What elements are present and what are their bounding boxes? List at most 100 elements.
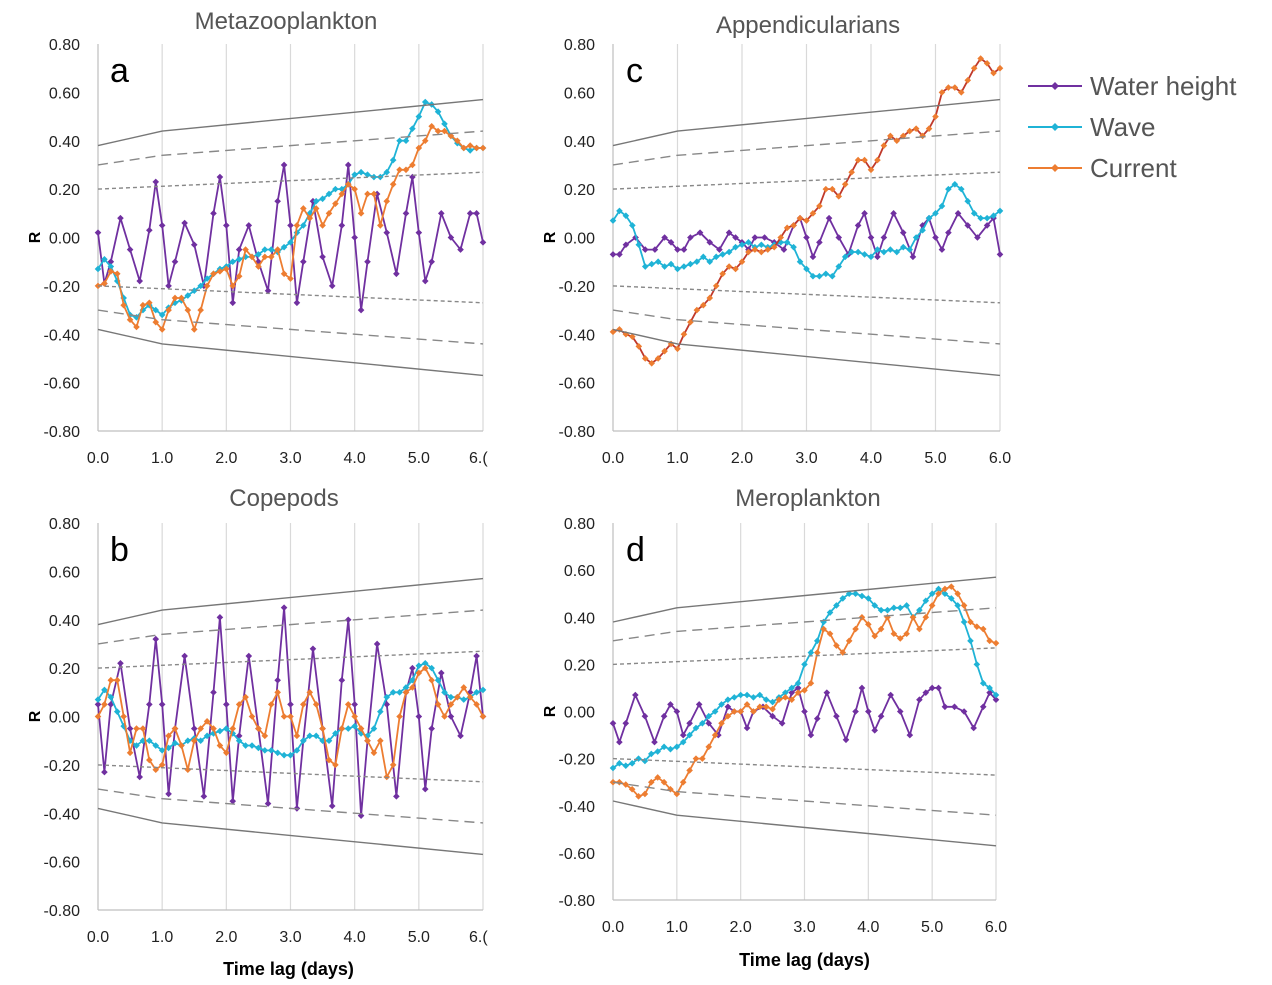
data-point	[364, 737, 371, 744]
data-point	[428, 676, 435, 684]
data-point	[880, 234, 888, 241]
data-point	[158, 326, 166, 333]
data-point	[415, 713, 423, 720]
legend-label: Wave	[1090, 112, 1156, 142]
data-point	[466, 142, 474, 149]
data-point	[751, 246, 759, 253]
data-point	[616, 207, 623, 215]
data-point	[101, 255, 108, 263]
data-point	[635, 793, 642, 800]
data-point	[402, 684, 410, 691]
data-point	[861, 251, 868, 258]
legend-label: Water height	[1090, 71, 1237, 101]
data-point	[609, 328, 617, 336]
data-point	[325, 737, 333, 744]
data-point	[730, 708, 738, 715]
data-point	[609, 778, 617, 786]
data-point	[216, 173, 224, 181]
data-point	[441, 689, 448, 696]
data-point	[712, 282, 720, 290]
data-point	[210, 270, 217, 278]
data-point	[745, 239, 752, 246]
data-point	[928, 684, 936, 692]
y-tick-label: -0.40	[44, 806, 81, 823]
data-point	[699, 755, 706, 762]
data-point	[948, 583, 955, 590]
data-point	[293, 222, 301, 229]
significance-line	[612, 285, 1001, 304]
data-point	[679, 778, 687, 786]
data-point	[184, 766, 192, 774]
data-point	[107, 676, 115, 684]
data-point	[139, 306, 147, 314]
data-point	[357, 725, 365, 732]
data-point	[874, 156, 881, 164]
data-point	[941, 703, 949, 711]
data-point	[692, 724, 700, 732]
data-point	[139, 301, 147, 309]
data-point	[280, 161, 288, 169]
data-point	[906, 246, 913, 253]
data-point	[788, 696, 796, 704]
data-point	[648, 750, 655, 758]
data-point	[807, 679, 815, 687]
x-tick-label: 6.0	[985, 919, 1007, 936]
data-point	[300, 222, 307, 229]
data-point	[628, 760, 636, 767]
data-point	[935, 684, 942, 692]
data-point	[667, 260, 675, 268]
x-tick-label: 3.0	[795, 450, 817, 467]
data-point	[945, 185, 952, 193]
legend-item: Wave	[1028, 112, 1156, 142]
panel-letter: c	[626, 52, 643, 90]
data-point	[648, 359, 655, 367]
data-point	[880, 142, 888, 149]
data-point	[274, 197, 281, 205]
data-point	[351, 171, 358, 178]
data-point	[780, 246, 788, 253]
data-point	[146, 701, 153, 708]
data-point	[139, 725, 147, 732]
data-point	[389, 180, 397, 188]
data-point	[932, 210, 939, 217]
y-tick-label: 0.00	[564, 231, 595, 248]
data-point	[706, 239, 714, 246]
data-point	[287, 239, 294, 246]
data-point	[919, 226, 926, 234]
data-point	[197, 725, 204, 732]
data-point	[906, 127, 913, 135]
data-point	[377, 222, 384, 229]
data-point	[809, 272, 817, 280]
data-point	[165, 790, 172, 798]
data-point	[216, 727, 224, 735]
data-point	[287, 275, 294, 282]
x-tick-label: 6.0	[989, 450, 1011, 467]
data-point	[274, 749, 281, 757]
x-tick-label: 1.0	[666, 919, 688, 936]
data-point	[725, 263, 733, 270]
data-point	[616, 760, 623, 767]
data-point	[396, 166, 403, 174]
y-axis-label: R	[27, 710, 44, 722]
significance-line	[97, 807, 484, 856]
data-point	[667, 701, 674, 708]
data-point	[133, 725, 140, 732]
data-point	[434, 676, 442, 684]
data-point	[165, 282, 172, 290]
data-point	[126, 737, 134, 744]
data-point	[762, 696, 770, 704]
data-point	[845, 590, 853, 597]
data-point	[941, 585, 949, 593]
data-point	[935, 585, 942, 593]
data-point	[402, 210, 410, 217]
data-point	[667, 745, 674, 753]
data-point	[616, 251, 623, 258]
data-point	[319, 195, 326, 203]
data-point	[223, 725, 230, 732]
data-point	[922, 689, 930, 696]
data-point	[925, 125, 933, 132]
data-point	[357, 306, 365, 314]
data-point	[820, 625, 827, 633]
data-point	[287, 751, 294, 759]
data-point	[803, 217, 810, 224]
